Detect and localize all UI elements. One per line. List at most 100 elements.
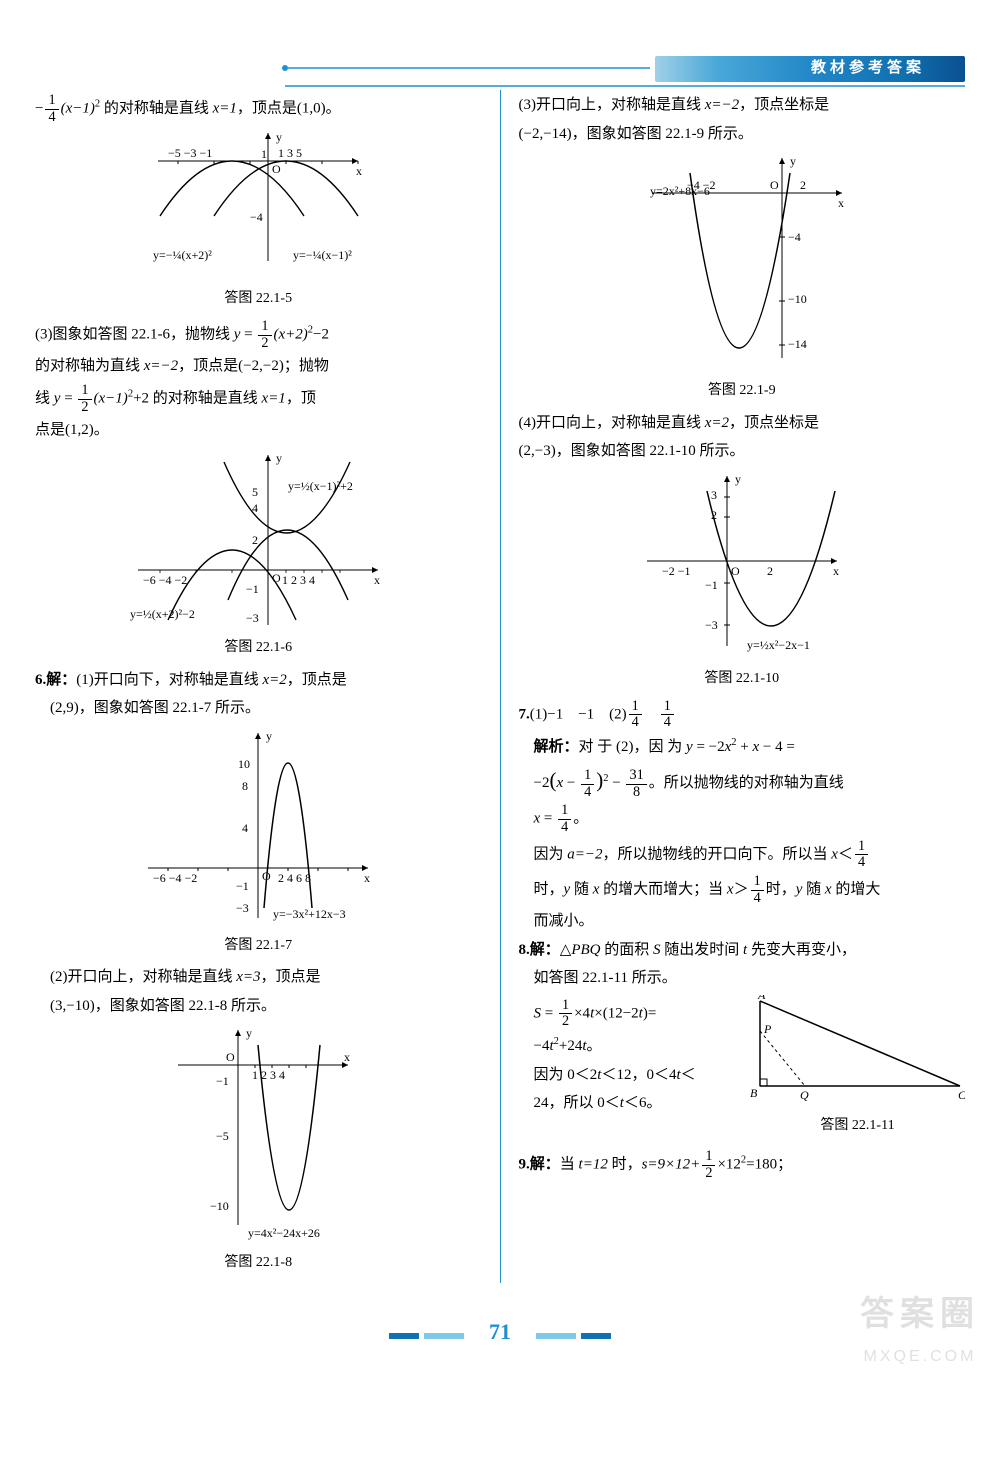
svg-text:y: y (266, 729, 272, 743)
svg-text:O: O (770, 178, 779, 192)
figure-22-1-10: xyO −2 −12 23 −1−3 y=½x²−2x−1 (637, 471, 847, 661)
svg-text:−4: −4 (788, 230, 801, 244)
fig7-caption: 答图 22.1-7 (35, 934, 482, 958)
svg-text:−4: −4 (250, 210, 263, 224)
text: 因为 a=−2，所以抛物线的开口向下。所以当 x＜14 (519, 839, 966, 871)
text: 的对称轴为直线 x=−2，顶点是(−2,−2)；抛物 (35, 354, 482, 380)
svg-text:−1: −1 (246, 582, 259, 596)
text: 24，所以 0＜t＜6。 (534, 1091, 743, 1117)
svg-text:C: C (958, 1088, 965, 1102)
text: 时，y 随 x 的增大而增大；当 x＞14时，y 随 x 的增大 (519, 874, 966, 906)
header-banner: 教材参考答案 (655, 56, 965, 82)
fig11-caption: 答图 22.1-11 (750, 1114, 965, 1138)
svg-text:−10: −10 (788, 292, 807, 306)
svg-text:2: 2 (800, 178, 806, 192)
page-number: 71 (473, 1313, 527, 1350)
svg-text:y: y (735, 472, 741, 486)
svg-text:2 4 6 8: 2 4 6 8 (278, 871, 311, 885)
svg-text:y: y (790, 154, 796, 168)
svg-text:−3: −3 (236, 901, 249, 915)
text: (3)图象如答图 22.1-6，抛物线 y = 12(x+2)2−2 (35, 319, 482, 351)
svg-text:A: A (757, 995, 766, 1002)
svg-text:x: x (344, 1050, 350, 1064)
svg-text:y=−3x²+12x−3: y=−3x²+12x−3 (273, 907, 346, 921)
text: 线 y = 12(x−1)2+2 的对称轴是直线 x=1，顶 (35, 383, 482, 415)
svg-text:Q: Q (800, 1088, 809, 1102)
text: −4t2+24t。 (534, 1033, 743, 1060)
figure-22-1-5: x y O −5 −3 −1 1 3 5 −4 1 y=−¼(x+2)² y=−¼(x… (148, 131, 368, 281)
svg-text:y=2x²+8x−6: y=2x²+8x−6 (650, 184, 710, 198)
svg-text:O: O (272, 162, 281, 176)
fig10-caption: 答图 22.1-10 (519, 667, 966, 691)
text: (3,−10)，图象如答图 22.1-8 所示。 (35, 994, 482, 1020)
figure-22-1-8: x yO 1 2 3 4 −1 −5 −10 y=4x²−24x+26 (158, 1025, 358, 1245)
header-title: 教材参考答案 (811, 56, 925, 82)
svg-text:B: B (750, 1086, 758, 1100)
text: (2,9)，图象如答图 22.1-7 所示。 (35, 696, 482, 722)
svg-text:−5 −3 −1: −5 −3 −1 (168, 146, 212, 160)
text: S = 12×4t×(12−2t)= (534, 998, 743, 1030)
text: (2,−3)，图象如答图 22.1-10 所示。 (519, 439, 966, 465)
svg-text:−5: −5 (216, 1129, 229, 1143)
svg-text:2: 2 (767, 564, 773, 578)
svg-text:3: 3 (711, 488, 717, 502)
fig9-caption: 答图 22.1-9 (519, 379, 966, 403)
svg-text:y: y (276, 131, 282, 144)
text: 点是(1,2)。 (35, 418, 482, 444)
svg-text:y: y (276, 451, 282, 465)
figure-22-1-6: xyO −6 −4 −21 2 3 4 54 2 −1−3 y=½(x−1)²+… (128, 450, 388, 630)
svg-text:y: y (246, 1026, 252, 1040)
text: 而减小。 (519, 909, 966, 935)
svg-text:−6 −4 −2: −6 −4 −2 (153, 871, 197, 885)
right-column: (3)开口向上，对称轴是直线 x=−2，顶点坐标是 (−2,−14)，图象如答图… (519, 90, 966, 1283)
svg-text:5: 5 (252, 485, 258, 499)
svg-text:−1: −1 (236, 879, 249, 893)
page-footer: 71 (35, 1313, 965, 1350)
text: 如答图 22.1-11 所示。 (519, 966, 966, 992)
fig5-caption: 答图 22.1-5 (35, 287, 482, 311)
fig8-caption: 答图 22.1-8 (35, 1251, 482, 1275)
svg-text:4: 4 (242, 821, 248, 835)
svg-text:O: O (226, 1050, 235, 1064)
svg-text:x: x (356, 164, 362, 178)
column-divider (500, 90, 501, 1283)
fig5-label-left: y=−¼(x+2)² (153, 248, 212, 262)
svg-text:2: 2 (252, 533, 258, 547)
figure-22-1-7: xyO −6 −4 −22 4 6 8 1084 −1−3 y=−3x²+12x… (143, 728, 373, 928)
figure-22-1-9: xyO −4 −22 −4−10−14 y=2x²+8x−6 (632, 153, 852, 373)
svg-text:y=4x²−24x+26: y=4x²−24x+26 (248, 1226, 320, 1240)
fig6-caption: 答图 22.1-6 (35, 636, 482, 660)
svg-text:8: 8 (242, 779, 248, 793)
text: −2(x − 14)2 − 318。所以抛物线的对称轴为直线 (519, 763, 966, 800)
svg-text:1: 1 (261, 147, 267, 161)
svg-text:−10: −10 (210, 1199, 229, 1213)
svg-text:y=½(x+2)²−2: y=½(x+2)²−2 (130, 607, 195, 621)
left-column: −14(x−1)2 的对称轴是直线 x=1，顶点是(1,0)。 xyO −5 −… (35, 90, 482, 1283)
q9: 9.解：当 t=12 时，s=9×12+12×122=180； (519, 1149, 966, 1181)
q8: 8.解：△PBQ 的面积 S 随出发时间 t 先变大再变小， (519, 938, 966, 964)
svg-text:1 2 3 4: 1 2 3 4 (252, 1068, 285, 1082)
svg-text:−1: −1 (705, 578, 718, 592)
text: (2)开口向上，对称轴是直线 x=3，顶点是 (35, 965, 482, 991)
svg-text:−3: −3 (705, 618, 718, 632)
svg-text:x: x (374, 573, 380, 587)
text: 因为 0＜2t＜12，0＜4t＜ (534, 1063, 743, 1089)
text: 解析：对 于 (2)，因 为 y = −2x2 + x − 4 = (519, 734, 966, 761)
q7: 7.(1)−1 −1 (2)14 14 (519, 699, 966, 731)
svg-text:−1: −1 (216, 1074, 229, 1088)
svg-text:x: x (838, 196, 844, 210)
svg-text:x: x (364, 871, 370, 885)
svg-text:P: P (763, 1022, 772, 1036)
watermark: 答案圈 MXQE.COM (860, 1286, 980, 1371)
text: (−2,−14)，图象如答图 22.1-9 所示。 (519, 122, 966, 148)
text: x = 14。 (519, 803, 966, 835)
text: −14(x−1)2 的对称轴是直线 x=1，顶点是(1,0)。 (35, 93, 482, 125)
svg-text:−14: −14 (788, 337, 807, 351)
svg-text:−3: −3 (246, 611, 259, 625)
svg-text:−6 −4 −2: −6 −4 −2 (143, 573, 187, 587)
text: (3)开口向上，对称轴是直线 x=−2，顶点坐标是 (519, 93, 966, 119)
fig5-label-right: y=−¼(x−1)² (293, 248, 352, 262)
svg-text:1 3 5: 1 3 5 (278, 146, 302, 160)
svg-text:1 2 3 4: 1 2 3 4 (282, 573, 315, 587)
text: (4)开口向上，对称轴是直线 x=2，顶点坐标是 (519, 411, 966, 437)
